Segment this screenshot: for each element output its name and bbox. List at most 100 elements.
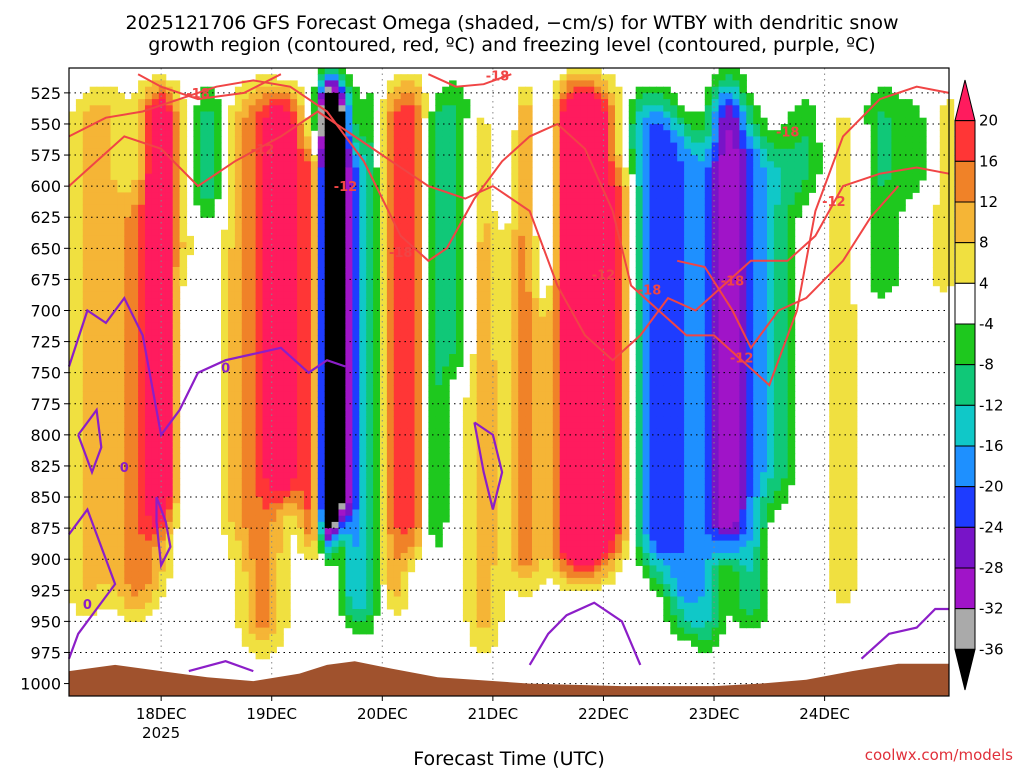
omega-cell xyxy=(110,211,118,218)
omega-cell xyxy=(172,360,181,367)
omega-cell xyxy=(359,459,367,467)
omega-cell xyxy=(359,497,367,504)
omega-cell xyxy=(532,428,540,436)
omega-cell xyxy=(117,596,125,604)
omega-cell xyxy=(511,553,519,560)
omega-cell xyxy=(359,316,367,324)
omega-cell xyxy=(290,521,298,529)
omega-cell xyxy=(352,310,360,318)
omega-cell xyxy=(228,329,236,336)
omega-cell xyxy=(151,204,160,212)
omega-cell xyxy=(82,378,91,386)
omega-cell xyxy=(124,279,132,287)
omega-cell xyxy=(476,335,485,343)
omega-cell xyxy=(234,472,243,479)
omega-cell xyxy=(366,235,374,243)
omega-cell xyxy=(518,130,526,137)
omega-cell xyxy=(373,242,381,249)
omega-cell xyxy=(476,428,485,436)
omega-cell xyxy=(290,410,298,417)
omega-cell xyxy=(456,279,464,287)
omega-cell xyxy=(304,273,312,280)
omega-cell xyxy=(352,248,360,256)
omega-cell xyxy=(421,92,429,100)
omega-cell xyxy=(158,416,167,423)
omega-cell xyxy=(103,410,112,417)
omega-cell xyxy=(269,267,277,274)
omega-cell xyxy=(380,465,388,473)
omega-cell xyxy=(345,596,353,604)
omega-cell xyxy=(297,509,305,517)
omega-cell xyxy=(283,528,291,535)
omega-cell xyxy=(269,422,277,430)
omega-cell xyxy=(290,248,298,256)
omega-cell xyxy=(138,472,146,479)
omega-cell xyxy=(69,142,77,150)
omega-cell xyxy=(179,223,188,231)
omega-cell xyxy=(310,447,319,455)
omega-cell xyxy=(158,497,167,504)
omega-cell xyxy=(262,273,270,280)
omega-cell xyxy=(317,142,326,150)
omega-cell xyxy=(69,117,77,125)
omega-cell xyxy=(476,267,485,274)
omega-cell xyxy=(435,503,443,510)
omega-cell xyxy=(228,385,236,392)
omega-cell xyxy=(124,465,132,473)
omega-cell xyxy=(386,397,395,405)
omega-cell xyxy=(393,235,402,243)
omega-cell xyxy=(497,422,505,430)
omega-cell xyxy=(110,260,118,268)
omega-cell xyxy=(317,267,326,274)
omega-cell xyxy=(145,235,153,243)
omega-cell xyxy=(172,378,181,386)
omega-cell xyxy=(172,391,181,399)
omega-cell xyxy=(96,329,105,336)
omega-cell xyxy=(158,267,167,274)
omega-cell xyxy=(179,248,188,256)
omega-cell xyxy=(469,521,478,529)
omega-cell xyxy=(373,385,381,392)
omega-cell xyxy=(373,304,381,312)
omega-cell xyxy=(317,92,326,100)
omega-cell xyxy=(400,99,409,106)
omega-cell xyxy=(248,179,257,187)
omega-cell xyxy=(359,447,367,455)
omega-cell xyxy=(469,528,478,535)
omega-cell xyxy=(345,322,353,330)
omega-cell xyxy=(221,447,229,455)
omega-cell xyxy=(338,186,346,193)
omega-cell xyxy=(248,428,257,436)
omega-cell xyxy=(96,111,105,119)
omega-cell xyxy=(172,111,181,119)
omega-cell xyxy=(380,528,388,535)
omega-cell xyxy=(518,111,526,119)
omega-cell xyxy=(110,571,118,579)
omega-cell xyxy=(442,472,450,479)
omega-cell xyxy=(255,329,264,336)
omega-cell xyxy=(525,298,533,305)
omega-cell xyxy=(179,273,188,280)
omega-cell xyxy=(414,553,422,560)
omega-cell xyxy=(442,260,450,268)
omega-cell xyxy=(538,341,547,349)
omega-cell xyxy=(269,242,277,249)
omega-cell xyxy=(89,105,98,113)
omega-cell xyxy=(75,291,84,299)
omega-cell xyxy=(456,341,464,349)
omega-cell xyxy=(525,528,533,535)
omega-cell xyxy=(373,459,381,467)
omega-cell xyxy=(165,490,174,498)
omega-cell xyxy=(407,117,416,125)
omega-cell xyxy=(304,117,312,125)
omega-cell xyxy=(324,204,333,212)
omega-cell xyxy=(407,92,416,100)
omega-cell xyxy=(324,86,333,94)
omega-cell xyxy=(241,298,250,305)
omega-cell xyxy=(138,248,146,256)
omega-cell xyxy=(276,416,284,423)
omega-cell xyxy=(476,503,485,510)
omega-cell xyxy=(462,453,471,461)
omega-cell xyxy=(331,316,340,324)
omega-cell xyxy=(276,584,284,591)
